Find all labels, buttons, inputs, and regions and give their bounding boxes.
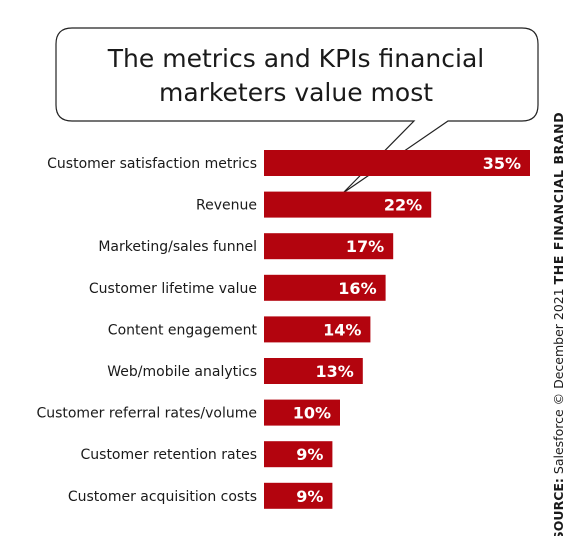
bar-2	[264, 233, 394, 260]
value-label-0: 35%	[483, 154, 521, 173]
bar-8	[264, 482, 333, 509]
value-label-2: 17%	[346, 237, 384, 256]
value-label-3: 16%	[338, 279, 376, 298]
value-label-6: 10%	[293, 404, 331, 423]
value-label-8: 9%	[296, 487, 323, 506]
category-label-4: Content engagement	[108, 322, 258, 338]
value-label-4: 14%	[323, 320, 361, 339]
category-label-1: Revenue	[196, 198, 257, 214]
category-label-8: Customer acquisition costs	[68, 489, 257, 505]
bar-0	[264, 150, 530, 176]
category-label-5: Web/mobile analytics	[107, 364, 257, 380]
bar-3	[264, 274, 386, 301]
chart-title-line-2: marketers value most	[159, 78, 433, 107]
bars-group: Customer satisfaction metrics 35% Revenue 2…	[36, 150, 530, 509]
bar-7	[264, 441, 333, 468]
category-label-0: Customer satisfaction metrics	[47, 156, 257, 172]
value-label-7: 9%	[296, 445, 323, 464]
category-label-3: Customer lifetime value	[89, 281, 257, 297]
source-prefix: SOURCE:	[551, 478, 566, 536]
chart-title-line-1: The metrics and KPIs financial	[107, 44, 484, 73]
source-text: Salesforce © December 2021	[551, 284, 566, 478]
category-label-7: Customer retention rates	[81, 447, 258, 463]
bar-6	[264, 399, 340, 426]
bar-5	[264, 358, 363, 384]
category-label-2: Marketing/sales funnel	[98, 239, 257, 255]
value-label-5: 13%	[316, 362, 354, 381]
source-note: SOURCE: Salesforce © December 2021 THE F…	[551, 112, 566, 536]
bar-4	[264, 316, 371, 343]
category-label-6: Customer referral rates/volume	[36, 406, 257, 422]
source-brand: THE FINANCIAL BRAND	[551, 112, 566, 285]
bar-1	[264, 191, 432, 218]
value-label-1: 22%	[384, 196, 422, 215]
